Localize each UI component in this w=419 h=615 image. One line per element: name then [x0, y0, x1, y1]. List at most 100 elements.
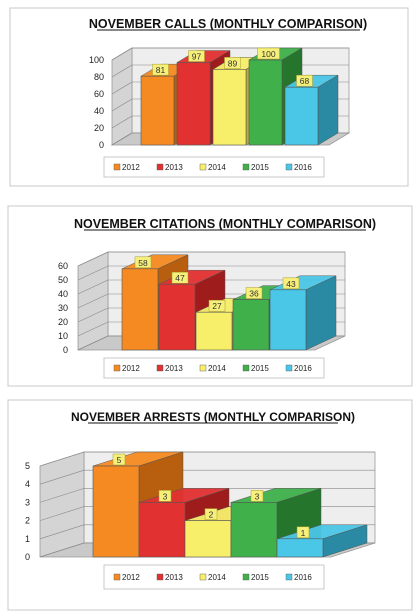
gridline [77, 307, 109, 323]
bar-front [276, 538, 324, 558]
bar-front [195, 311, 233, 351]
y-tick-label: 3 [25, 497, 30, 507]
data-label: 3 [255, 491, 260, 501]
y-tick-label: 0 [63, 345, 68, 355]
y-tick-label: 0 [25, 552, 30, 562]
bar-front [158, 283, 196, 351]
data-label-box [204, 508, 218, 520]
calls-chart: NOVEMBER CALLS (MONTHLY COMPARISON) 0 20 40… [9, 7, 409, 187]
y-tick-label: 20 [58, 317, 68, 327]
data-label: 47 [175, 273, 185, 283]
gridline [39, 451, 85, 467]
citations-chart: NOVEMBER CITATIONS (MONTHLY COMPARISON) 0… [7, 205, 413, 387]
y-tick-label: 4 [25, 479, 30, 489]
legend-swatch [156, 163, 164, 171]
legend-label: 2012 [122, 573, 140, 582]
chart-title: NOVEMBER CALLS (MONTHLY COMPARISON) [89, 17, 367, 31]
bar-front [269, 289, 307, 351]
data-label: 43 [286, 279, 296, 289]
side-wall [111, 47, 133, 146]
data-label-box [134, 256, 152, 269]
gridline [77, 293, 109, 309]
bar-front [212, 69, 247, 146]
legend-label: 2013 [165, 364, 183, 373]
bar-front [138, 502, 186, 558]
side-wall [39, 451, 85, 558]
gridline [111, 47, 133, 61]
gridline [39, 506, 85, 521]
legend-swatch [199, 573, 207, 581]
y-tick-label: 20 [94, 123, 104, 133]
bar-side [317, 74, 339, 146]
legend-label: 2012 [122, 364, 140, 373]
gridline [111, 98, 133, 112]
data-label: 97 [192, 52, 202, 62]
bar-front [176, 62, 211, 146]
bar-front [232, 299, 270, 351]
bar-2016 [269, 275, 337, 351]
legend-swatch [285, 573, 293, 581]
chart-title: NOVEMBER ARRESTS (MONTHLY COMPARISON) [71, 410, 355, 424]
legend-swatch [199, 364, 207, 372]
legend-label: 2016 [294, 364, 312, 373]
legend-swatch [156, 573, 164, 581]
gridline [39, 542, 85, 558]
data-label-box [171, 271, 189, 284]
legend-label: 2015 [251, 163, 269, 172]
data-label-box [282, 277, 300, 290]
legend-swatch [113, 163, 121, 171]
bar-front [184, 520, 232, 558]
y-tick-label: 100 [89, 55, 104, 65]
legend-swatch [199, 163, 207, 171]
y-tick-label: 5 [25, 461, 30, 471]
data-label-box [224, 57, 241, 69]
data-label: 100 [261, 49, 275, 59]
legend [103, 156, 325, 178]
gridline [39, 488, 85, 503]
data-label-box [188, 50, 205, 62]
legend [103, 357, 325, 379]
legend-label: 2015 [251, 573, 269, 582]
gridline [77, 251, 109, 267]
legend-swatch [285, 163, 293, 171]
data-label-box [158, 490, 172, 502]
data-label: 36 [249, 289, 259, 299]
bar-front [230, 502, 278, 558]
data-label: 1 [301, 528, 306, 538]
gridline [111, 81, 133, 95]
data-label-box [112, 453, 126, 466]
data-label: 68 [300, 76, 310, 86]
y-tick-label: 60 [58, 261, 68, 271]
legend-label: 2013 [165, 573, 183, 582]
gridline [39, 524, 85, 540]
y-tick-label: 1 [25, 534, 30, 544]
gridline [77, 335, 109, 351]
legend-label: 2014 [208, 364, 226, 373]
gridline [39, 469, 85, 485]
gridline [111, 132, 133, 146]
legend-label: 2012 [122, 163, 140, 172]
data-label-box [250, 490, 264, 502]
data-label: 81 [156, 65, 166, 75]
data-label-box [296, 526, 310, 539]
gridline [111, 115, 133, 129]
chart-title: NOVEMBER CITATIONS (MONTHLY COMPARISON) [74, 217, 376, 231]
data-label-box [296, 74, 313, 87]
data-label: 5 [117, 455, 122, 465]
data-label-box [152, 63, 169, 76]
data-label: 2 [209, 510, 214, 520]
y-tick-label: 80 [94, 72, 104, 82]
gridline [77, 321, 109, 337]
bar-front [140, 75, 175, 146]
y-tick-label: 0 [99, 140, 104, 150]
legend-label: 2015 [251, 364, 269, 373]
data-label-box [208, 299, 226, 312]
y-tick-label: 50 [58, 275, 68, 285]
legend-label: 2013 [165, 163, 183, 172]
bar-front [121, 268, 159, 351]
citations-chart-panel: NOVEMBER CITATIONS (MONTHLY COMPARISON) 0… [0, 200, 419, 396]
legend-swatch [113, 364, 121, 372]
legend-swatch [285, 364, 293, 372]
legend-swatch [242, 163, 250, 171]
legend-label: 2014 [208, 573, 226, 582]
